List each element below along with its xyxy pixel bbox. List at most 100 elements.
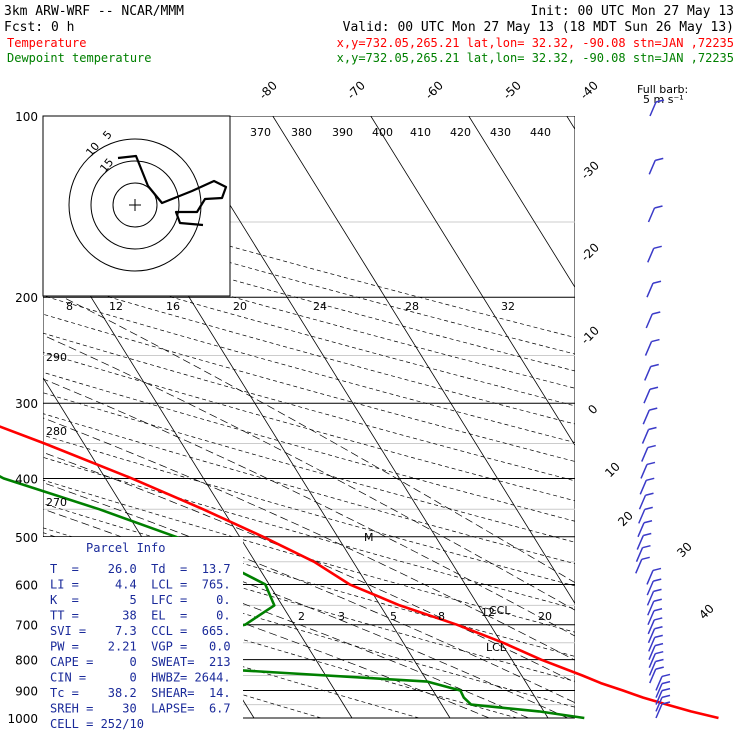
wind-barb-staff (643, 388, 651, 404)
isotherm-label: 0 (585, 402, 600, 417)
mixing-ratio-label: 3 (338, 610, 345, 623)
hodo-speed-label: 16 (166, 300, 180, 313)
wind-barb-staff (655, 697, 663, 712)
theta-label: 270 (46, 496, 67, 509)
dry-adiabat-line (43, 413, 575, 565)
wind-barb-flag (661, 673, 671, 678)
dry-adiabat-line (43, 456, 575, 610)
wind-barb-staff (647, 610, 655, 626)
parcel-info-row: SREH = 30 LAPSE= 6.7 (50, 702, 231, 716)
parcel-info-row: PW = 2.21 VGP = 0.0 (50, 640, 231, 654)
wind-barb-flag (661, 694, 671, 699)
wind-barb-staff (655, 690, 663, 705)
wind-barb-staff (647, 207, 656, 223)
wind-barb-flag (654, 626, 663, 630)
isotherm-line (174, 116, 549, 719)
legend-temperature-label: Temperature (7, 36, 86, 50)
wind-barb-flag (653, 245, 662, 250)
wind-barb-flag (653, 598, 662, 602)
isotherm-label: -10 (578, 323, 602, 347)
hodo-speed-label: 28 (405, 300, 419, 313)
moist-adiabat-line (43, 482, 575, 704)
wind-barb-staff (648, 637, 656, 652)
isotherm-label: -20 (578, 240, 602, 264)
isotherm-line (468, 116, 575, 289)
dewpoint-profile-line (0, 475, 585, 720)
moist-adiabat-line (43, 417, 575, 661)
dry-adiabat-line (43, 242, 575, 389)
theta-label: 290 (46, 351, 67, 364)
theta-label: 370 (250, 126, 271, 139)
pressure-tick-label: 700 (15, 619, 38, 633)
dry-adiabat-line (43, 332, 575, 482)
parcel-info-row: CIN = 0 HWBZ= 2644. (50, 671, 231, 685)
wind-barb-flag (643, 532, 652, 537)
wind-barb-flag (651, 338, 660, 343)
mixing-ratio-label: 5 (390, 610, 397, 623)
level-label: LCL (486, 641, 507, 654)
wind-barb-staff (649, 101, 657, 117)
wind-barb-flag (661, 687, 671, 692)
wind-barb-staff (648, 661, 657, 676)
wind-barb-staff (641, 447, 649, 462)
wind-barb-staff (648, 645, 656, 660)
pressure-tick-label: 1000 (7, 712, 38, 726)
level-label: M (364, 531, 374, 544)
theta-label: 280 (46, 425, 67, 438)
isotherm-line (272, 116, 575, 605)
wind-barb-flag (653, 578, 662, 582)
wind-barb-flag (661, 680, 671, 685)
dry-adiabat-line (43, 479, 575, 633)
isotherm-label: 10 (602, 459, 623, 480)
wind-barb-flag (661, 701, 671, 705)
wind-barb-staff (635, 547, 644, 562)
wind-barb-flag (641, 556, 650, 561)
moist-adiabat-line (62, 296, 575, 584)
dry-adiabat-line (43, 434, 575, 587)
hodo-speed-label: 32 (501, 300, 515, 313)
mixing-ratio-label: 2 (298, 610, 305, 623)
hodograph-panel (42, 115, 231, 297)
moist-adiabat-line (43, 334, 575, 611)
wind-barb-staff (642, 409, 650, 425)
wind-barb-flag (650, 363, 659, 368)
parcel-info-row: LI = 4.4 LCL = 765. (50, 578, 231, 592)
wind-barb-flag (654, 634, 663, 639)
wind-barb-staff (638, 494, 647, 510)
wind-barb-flag (649, 407, 658, 411)
theta-label: 390 (332, 126, 353, 139)
wind-barb-staff (646, 282, 654, 298)
theta-label: 380 (291, 126, 312, 139)
pressure-tick-label: 600 (15, 578, 38, 592)
hodo-speed-label: 24 (313, 300, 327, 313)
wind-barb-staff (638, 509, 646, 524)
pressure-tick-label: 400 (15, 472, 38, 486)
mixing-ratio-label: 20 (538, 610, 552, 623)
theta-label: 420 (450, 126, 471, 139)
hodo-speed-label: 12 (109, 300, 123, 313)
wind-barb-flag (655, 658, 664, 663)
isotherm-label: 30 (674, 539, 695, 560)
wind-barb-flag (655, 650, 664, 655)
wind-barb-staff (646, 591, 655, 606)
moist-adiabat-line (43, 508, 568, 719)
parcel-info-row: CAPE = 0 SWEAT= 213 (50, 655, 231, 669)
parcel-info-row: CELL = 252/10 (50, 717, 144, 731)
parcel-info-row: Tc = 38.2 SHEAR= 14. (50, 686, 231, 700)
full-barb-label: Full barb: (637, 83, 688, 96)
isotherm-label: -70 (344, 78, 368, 102)
isotherm-label: -40 (577, 78, 601, 102)
wind-barb-flag (653, 608, 663, 612)
wind-barb-staff (648, 160, 656, 175)
wind-barb-flag (655, 99, 665, 103)
wind-barb-staff (646, 580, 654, 596)
valid-time: Valid: 00 UTC Mon 27 May 13 (18 MDT Sun … (343, 20, 734, 35)
moist-adiabat-line (43, 378, 575, 637)
wind-barb-flag (654, 617, 663, 621)
wind-barb-flag (648, 426, 657, 431)
theta-label: 410 (410, 126, 431, 139)
isotherm-label: -80 (256, 78, 280, 102)
wind-barb-flag (652, 280, 662, 284)
wind-barb-staff (637, 522, 645, 538)
